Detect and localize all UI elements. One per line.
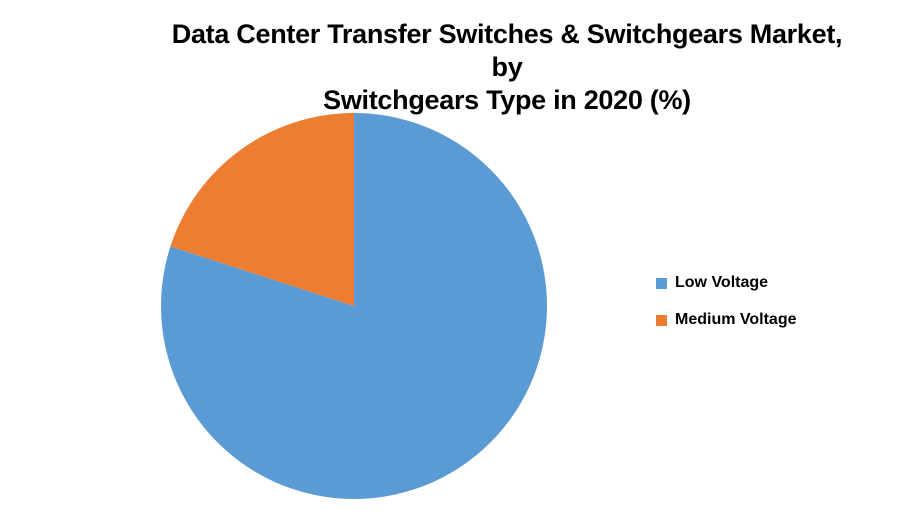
pie-slice-medium-voltage (170, 113, 354, 306)
chart-title-line-1: Data Center Transfer Switches & Switchge… (171, 19, 843, 82)
legend-item-low-voltage: Low Voltage (656, 274, 797, 291)
legend-label-medium-voltage: Medium Voltage (675, 311, 797, 328)
legend-label-low-voltage: Low Voltage (675, 274, 769, 291)
chart-title: Data Center Transfer Switches & Switchge… (157, 18, 857, 117)
pie-slice-low-voltage (161, 113, 548, 499)
legend-swatch-low-voltage (656, 277, 667, 289)
chart-title-line-2: Switchgears Type in 2020 (%) (323, 85, 691, 115)
legend: Low Voltage Medium Voltage (656, 274, 797, 328)
legend-item-medium-voltage: Medium Voltage (656, 311, 797, 328)
legend-swatch-medium-voltage (656, 314, 667, 326)
